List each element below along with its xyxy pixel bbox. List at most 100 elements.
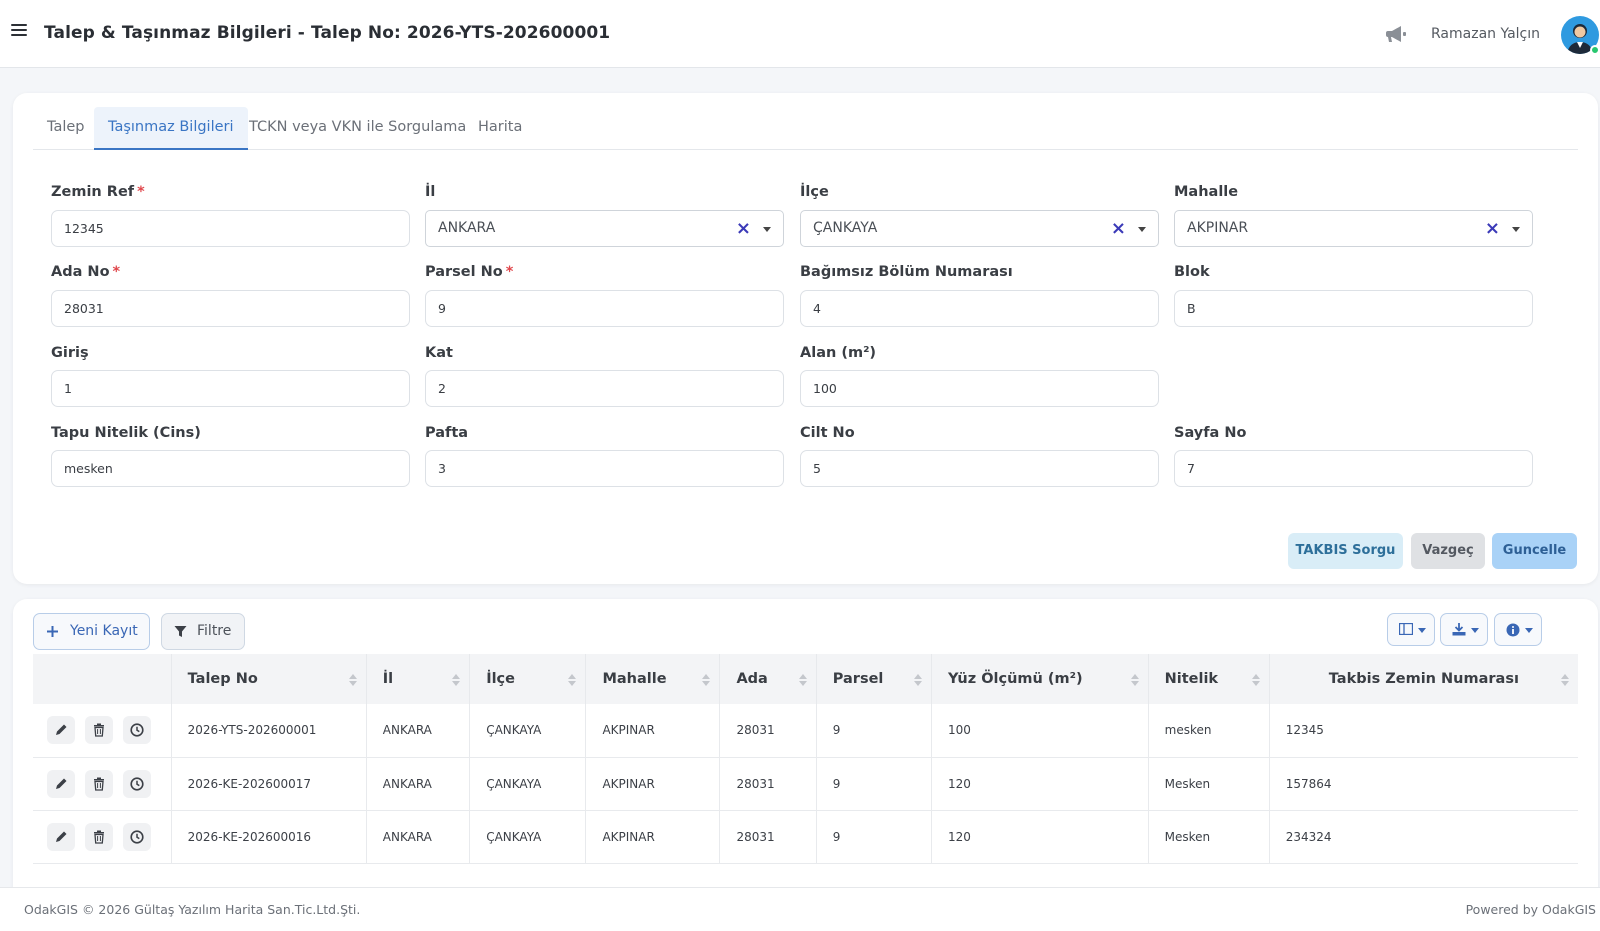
delete-button[interactable]	[84, 716, 113, 745]
cell-ada: 28031	[719, 704, 817, 758]
chevron-down-icon	[1471, 628, 1479, 633]
required-mark: *	[505, 264, 514, 280]
edit-button[interactable]	[47, 716, 75, 745]
update-button[interactable]: Guncelle	[1492, 533, 1577, 569]
blok-field[interactable]	[1174, 290, 1533, 327]
column-header-il[interactable]: İl	[365, 654, 470, 704]
zemin-ref-field[interactable]	[51, 210, 410, 247]
parsel-no-field[interactable]	[425, 290, 784, 327]
sort-icon[interactable]	[798, 674, 807, 686]
takbis-sorgu-button[interactable]: TAKBIS Sorgu	[1288, 533, 1403, 569]
il-select[interactable]: ANKARA ×	[425, 210, 784, 247]
records-table: Talep No İl İlçe Mahalle Ada Parsel Yüz …	[33, 654, 1578, 864]
cell-talep-no: 2026-KE-202600017	[170, 757, 367, 811]
mahalle-select[interactable]: AKPINAR ×	[1174, 210, 1533, 247]
pencil-icon	[56, 831, 67, 842]
table-row[interactable]: 2026-YTS-202600001 ANKARA ÇANKAYA AKPINA…	[33, 704, 1578, 758]
cell-parsel: 9	[815, 757, 932, 811]
avatar[interactable]	[1561, 16, 1599, 54]
filter-button[interactable]: Filtre	[161, 613, 245, 650]
il-select-value: ANKARA	[438, 220, 496, 236]
cilt-no-field[interactable]	[800, 450, 1159, 487]
property-form-card: Talep Taşınmaz Bilgileri TCKN veya VKN i…	[13, 93, 1598, 584]
clear-il-icon[interactable]: ×	[735, 218, 751, 239]
bagimsiz-bolum-label: Bağımsız Bölüm Numarası	[800, 264, 1013, 280]
footer: OdakGIS © 2026 Gültaş Yazılım Harita San…	[0, 887, 1600, 931]
table-row[interactable]: 2026-KE-202600016 ANKARA ÇANKAYA AKPINAR…	[33, 810, 1578, 864]
cell-ilce: ÇANKAYA	[469, 757, 586, 811]
pencil-icon	[56, 724, 67, 736]
bagimsiz-bolum-field[interactable]	[800, 290, 1159, 327]
table-row[interactable]: 2026-KE-202600017 ANKARA ÇANKAYA AKPINAR…	[33, 757, 1578, 811]
ada-no-label: Ada No *	[51, 264, 121, 280]
cell-talep-no: 2026-KE-202600016	[170, 810, 367, 864]
kat-field[interactable]	[425, 370, 784, 407]
sort-icon[interactable]	[702, 674, 711, 686]
clear-ilce-icon[interactable]: ×	[1110, 218, 1126, 239]
column-header-ada[interactable]: Ada	[719, 654, 817, 704]
tab-talep[interactable]: Talep	[47, 119, 85, 135]
cancel-button[interactable]: Vazgeç	[1411, 533, 1485, 569]
chevron-down-icon[interactable]	[1138, 227, 1146, 232]
delete-button[interactable]	[84, 822, 113, 851]
sort-icon[interactable]	[1130, 674, 1139, 686]
cell-talep-no: 2026-YTS-202600001	[170, 704, 367, 758]
top-navbar: Talep & Taşınmaz Bilgileri - Talep No: 2…	[0, 0, 1600, 68]
blok-label: Blok	[1174, 264, 1210, 280]
tab-harita[interactable]: Harita	[478, 119, 523, 135]
cell-yuz-olcumu: 120	[930, 757, 1149, 811]
edit-button[interactable]	[47, 822, 75, 851]
history-button[interactable]	[122, 822, 151, 851]
mahalle-select-value: AKPINAR	[1187, 220, 1249, 236]
column-header-ilce[interactable]: İlçe	[469, 654, 586, 704]
page-title: Talep & Taşınmaz Bilgileri - Talep No: 2…	[44, 23, 611, 43]
column-header-yuz-olcumu[interactable]: Yüz Ölçümü (m²)	[930, 654, 1149, 704]
history-button[interactable]	[122, 716, 151, 745]
sayfa-no-field[interactable]	[1174, 450, 1533, 487]
edit-button[interactable]	[47, 769, 75, 798]
alan-field[interactable]	[800, 370, 1159, 407]
pafta-field[interactable]	[425, 450, 784, 487]
new-record-button[interactable]: Yeni Kayıt	[33, 613, 150, 650]
column-header-mahalle[interactable]: Mahalle	[585, 654, 720, 704]
sort-icon[interactable]	[452, 674, 461, 686]
columns-icon	[1399, 623, 1413, 635]
clear-mahalle-icon[interactable]: ×	[1484, 218, 1500, 239]
tab-tckn-vkn-sorgulama[interactable]: TCKN veya VKN ile Sorgulama	[249, 119, 467, 135]
columns-toggle-button[interactable]	[1387, 613, 1435, 646]
trash-icon	[93, 830, 104, 844]
sort-icon[interactable]	[1251, 674, 1260, 686]
required-mark: *	[137, 184, 145, 200]
info-button[interactable]	[1494, 613, 1542, 646]
megaphone-icon[interactable]	[1386, 25, 1408, 43]
sort-icon[interactable]	[348, 674, 357, 686]
export-button[interactable]	[1440, 613, 1488, 646]
sort-icon[interactable]	[913, 674, 922, 686]
ada-no-field[interactable]	[51, 290, 410, 327]
cell-yuz-olcumu: 100	[930, 704, 1149, 758]
sort-icon[interactable]	[568, 674, 577, 686]
user-name[interactable]: Ramazan Yalçın	[1431, 26, 1541, 42]
column-header-takbis-zemin-no[interactable]: Takbis Zemin Numarası	[1268, 654, 1578, 704]
chevron-down-icon[interactable]	[1512, 227, 1520, 232]
delete-button[interactable]	[84, 769, 113, 798]
cell-mahalle: AKPINAR	[585, 810, 720, 864]
giris-field[interactable]	[51, 370, 410, 407]
history-button[interactable]	[122, 769, 151, 798]
ilce-select[interactable]: ÇANKAYA ×	[800, 210, 1159, 247]
sort-icon[interactable]	[1561, 674, 1569, 686]
column-header-talep-no[interactable]: Talep No	[170, 654, 367, 704]
tab-tasinmaz-bilgileri[interactable]: Taşınmaz Bilgileri	[94, 107, 248, 150]
column-header-nitelik[interactable]: Nitelik	[1147, 654, 1270, 704]
table-header-row: Talep No İl İlçe Mahalle Ada Parsel Yüz …	[33, 654, 1578, 704]
pencil-icon	[56, 778, 67, 789]
tapu-nitelik-label: Tapu Nitelik (Cins)	[51, 425, 201, 441]
column-header-parsel[interactable]: Parsel	[815, 654, 932, 704]
cell-ilce: ÇANKAYA	[469, 704, 586, 758]
tapu-nitelik-field[interactable]	[51, 450, 410, 487]
cell-takbis-zemin-no: 157864	[1268, 757, 1578, 811]
chevron-down-icon[interactable]	[763, 227, 771, 232]
footer-copyright: OdakGIS © 2026 Gültaş Yazılım Harita San…	[24, 902, 361, 917]
kat-label: Kat	[425, 345, 453, 361]
menu-icon[interactable]	[11, 24, 27, 40]
